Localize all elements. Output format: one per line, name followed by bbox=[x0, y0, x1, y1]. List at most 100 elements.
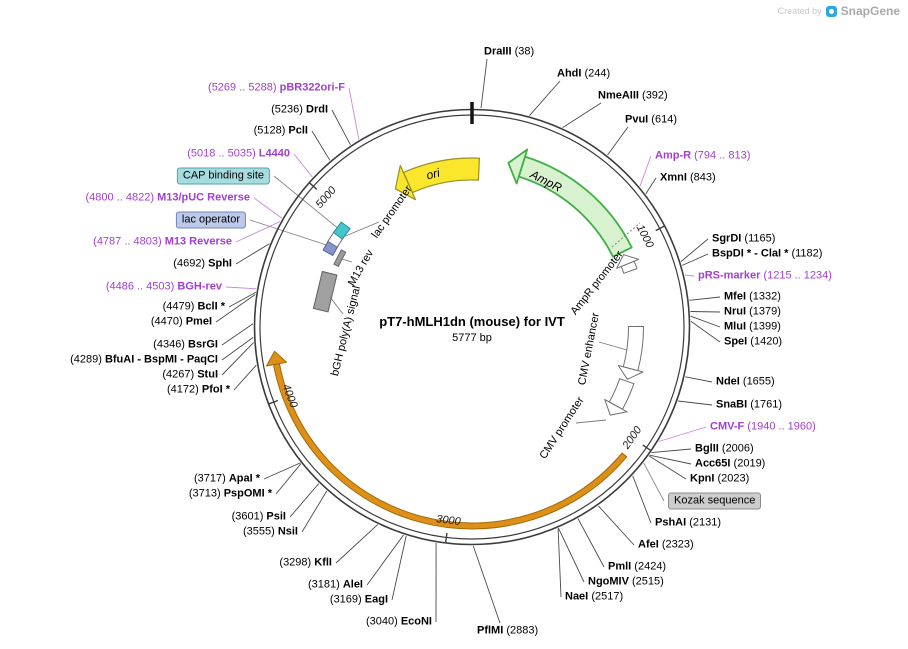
label-naei[interactable]: NaeI (2517) bbox=[565, 590, 624, 603]
callout-line-naei bbox=[557, 528, 562, 598]
label-pspomi[interactable]: (3713) PspOMI * bbox=[188, 487, 272, 500]
callout-line-pspomi bbox=[275, 463, 302, 495]
callout-line-kpni bbox=[648, 455, 687, 480]
label-amp-r[interactable]: Amp-R (794 .. 813) bbox=[655, 149, 751, 162]
callout-line-ngomiv bbox=[558, 528, 585, 583]
label-bcli[interactable]: (4479) BclI * bbox=[162, 300, 225, 313]
label-cap-binding-site[interactable]: CAP binding site bbox=[176, 167, 270, 185]
label-nrui[interactable]: NruI (1379) bbox=[724, 305, 781, 318]
tick-1000 bbox=[655, 225, 666, 232]
callout-line-psii bbox=[289, 483, 320, 518]
label-eagi[interactable]: (3169) EagI bbox=[329, 593, 388, 606]
label-sgrdi[interactable]: SgrDI (1165) bbox=[712, 232, 776, 245]
callout-line-afei bbox=[598, 505, 635, 546]
label-cmv-f[interactable]: CMV-F (1940 .. 1960) bbox=[710, 420, 816, 433]
label-spei[interactable]: SpeI (1420) bbox=[724, 335, 783, 348]
label-psii[interactable]: (3601) PsiI bbox=[231, 510, 286, 523]
feature-CAP-binding-site-box[interactable] bbox=[332, 221, 351, 240]
label-econi[interactable]: (3040) EcoNI bbox=[365, 615, 432, 628]
callout-line-bspdi-clai bbox=[682, 253, 709, 266]
label-kpni[interactable]: KpnI (2023) bbox=[690, 472, 750, 485]
label-bgh-rev[interactable]: (4486 .. 4503) BGH-rev bbox=[105, 280, 222, 293]
label-draiii[interactable]: DraIII (38) bbox=[484, 45, 535, 58]
label-acc65i[interactable]: Acc65I (2019) bbox=[695, 457, 766, 470]
callout-line-nsii bbox=[301, 490, 328, 533]
label-ndei[interactable]: NdeI (1655) bbox=[716, 375, 775, 388]
callout-line-m13-puc-reverse bbox=[253, 197, 283, 219]
feature-AmpR[interactable] bbox=[507, 148, 633, 258]
label-mfei[interactable]: MfeI (1332) bbox=[724, 290, 781, 303]
callout-line-bglii bbox=[651, 448, 692, 454]
feature-insert-orf[interactable] bbox=[266, 350, 628, 530]
callout-line-pfoi bbox=[233, 364, 257, 391]
callout-line-eagi bbox=[391, 535, 407, 601]
connector-line bbox=[575, 419, 607, 424]
label-apai[interactable]: (3717) ApaI * bbox=[193, 472, 260, 485]
feature-CMV-promoter[interactable] bbox=[604, 378, 635, 416]
label-m13-reverse[interactable]: (4787 .. 4803) M13 Reverse bbox=[93, 235, 232, 248]
connector-line bbox=[598, 341, 628, 351]
callout-line-lac-operator bbox=[249, 219, 332, 248]
callout-line-ndei bbox=[685, 376, 713, 383]
callout-line-pmli bbox=[577, 518, 605, 568]
callout-line-nrui bbox=[690, 311, 721, 313]
label-pflmi[interactable]: PflMI (2883) bbox=[477, 624, 539, 637]
callout-line-snabi bbox=[678, 400, 713, 406]
label-pcli[interactable]: (5128) PclI bbox=[253, 124, 308, 137]
label-nmeaiii[interactable]: NmeAIII (392) bbox=[598, 89, 668, 102]
label-pmli[interactable]: PmlI (2424) bbox=[608, 560, 667, 573]
label-bspdi-clai[interactable]: BspDI * - ClaI * (1182) bbox=[712, 247, 823, 260]
feature-CMV-enhancer[interactable] bbox=[617, 325, 645, 380]
label-stui[interactable]: (4267) StuI bbox=[162, 368, 218, 381]
callout-line-pcli bbox=[311, 130, 331, 161]
label-snabi[interactable]: SnaBI (1761) bbox=[716, 398, 783, 411]
callout-line-xmni bbox=[645, 177, 657, 195]
callout-line-sgrdi bbox=[680, 238, 709, 262]
label-afei[interactable]: AfeI (2323) bbox=[638, 538, 694, 551]
callout-line-cap-binding-site bbox=[273, 175, 342, 232]
callout-line-m13-reverse bbox=[235, 221, 281, 243]
connector-line bbox=[329, 296, 344, 315]
callout-line-acc65i bbox=[649, 454, 692, 465]
label-kozak-sequence[interactable]: Kozak sequence bbox=[668, 492, 762, 510]
callout-line-stui bbox=[221, 342, 254, 376]
feature-bGH-polyA-signal-box[interactable] bbox=[312, 270, 338, 313]
callout-line-draiii bbox=[480, 58, 488, 109]
callout-line-pbr322ori-f bbox=[348, 87, 360, 140]
label-pshai[interactable]: PshAI (2131) bbox=[655, 516, 722, 529]
label-ngomiv[interactable]: NgoMIV (2515) bbox=[588, 575, 664, 588]
callout-line-pmei bbox=[215, 294, 256, 323]
label-alei[interactable]: (3181) AleI bbox=[307, 578, 363, 591]
label-pbr322ori-f[interactable]: (5269 .. 5288) pBR322ori-F bbox=[208, 81, 345, 94]
label-lac-operator[interactable]: lac operator bbox=[175, 211, 246, 229]
callout-line-pvui bbox=[607, 126, 629, 156]
label-kfli[interactable]: (3298) KflI bbox=[279, 556, 332, 569]
label-pmei[interactable]: (4470) PmeI bbox=[150, 315, 212, 328]
label-bsrgi[interactable]: (4346) BsrGI bbox=[153, 338, 218, 351]
feature-ori[interactable] bbox=[394, 157, 480, 201]
label-bfuai-bspmi-paqci[interactable]: (4289) BfuAI - BspMI - PaqCI bbox=[70, 353, 218, 366]
label-pfoi[interactable]: (4172) PfoI * bbox=[167, 383, 230, 396]
snapgene-credit: Created by SnapGene bbox=[778, 4, 900, 18]
label-drdi[interactable]: (5236) DrdI bbox=[271, 103, 328, 116]
tick-2000 bbox=[642, 444, 652, 452]
label-sphi[interactable]: (4692) SphI bbox=[173, 257, 232, 270]
label-xmni[interactable]: XmnI (843) bbox=[660, 171, 716, 184]
label-bglii[interactable]: BglII (2006) bbox=[695, 442, 754, 455]
label-prs-marker[interactable]: pRS-marker (1215 .. 1234) bbox=[698, 269, 832, 282]
label-m13-puc-reverse[interactable]: (4800 .. 4822) M13/pUC Reverse bbox=[85, 191, 251, 204]
callout-line-bsrgi bbox=[221, 323, 254, 346]
callout-line-kfli bbox=[335, 524, 379, 564]
label-l4440[interactable]: (5018 .. 5035) L4440 bbox=[187, 147, 290, 160]
callout-line-alei bbox=[366, 534, 404, 586]
label-nsii[interactable]: (3555) NsiI bbox=[242, 525, 298, 538]
callout-line-prs-marker bbox=[684, 274, 695, 277]
callout-line-ahdi bbox=[529, 80, 561, 116]
label-ahdi[interactable]: AhdI (244) bbox=[557, 67, 611, 80]
label-mlui[interactable]: MluI (1399) bbox=[724, 320, 781, 333]
label-pvui[interactable]: PvuI (614) bbox=[625, 113, 677, 126]
feature-AmpR-promoter[interactable] bbox=[616, 254, 640, 274]
callout-line-amp-r bbox=[639, 155, 652, 187]
